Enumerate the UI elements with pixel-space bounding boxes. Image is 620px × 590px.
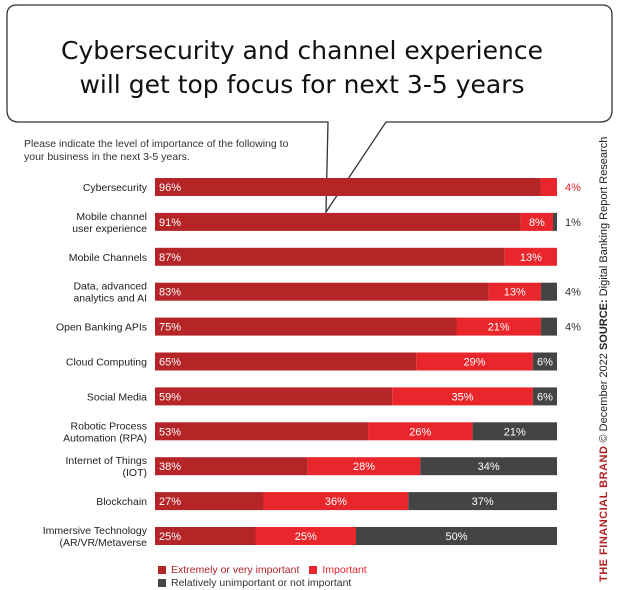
category-label: Mobile channel user experience <box>72 211 147 235</box>
data-label: 38% <box>159 461 181 473</box>
data-label: 4% <box>565 322 581 334</box>
category-label: Cloud Computing <box>66 357 147 369</box>
data-label: 1% <box>565 217 581 229</box>
data-label: 91% <box>159 217 181 229</box>
bar-segment <box>155 178 541 196</box>
bar-segment <box>520 212 553 231</box>
bar-segment <box>472 422 557 441</box>
bar-segment <box>368 422 473 441</box>
data-label: 21% <box>504 426 526 438</box>
data-label: 53% <box>159 426 181 438</box>
bar-segment <box>504 247 557 266</box>
chart-subtitle: Please indicate the level of importance … <box>24 138 344 164</box>
bar-segment <box>540 282 557 301</box>
bar-segment <box>155 492 264 511</box>
data-label: 87% <box>159 252 181 264</box>
legend-label-s2: Important <box>322 564 367 576</box>
category-label: Mobile Channels <box>69 252 147 264</box>
category-label: Social Media <box>87 391 147 403</box>
bar-segment <box>155 317 457 336</box>
bar-segment <box>408 492 557 511</box>
bar-segment <box>540 317 557 336</box>
legend-swatch-s3 <box>158 579 166 587</box>
bar-segment <box>532 352 557 371</box>
legend-label-s3: Relatively unimportant or not important <box>171 577 352 589</box>
bar-segment <box>356 527 557 545</box>
data-label: 29% <box>464 357 486 369</box>
bar-segment <box>155 457 308 476</box>
legend-row-1: Extremely or very important Important <box>158 564 377 576</box>
data-label: 21% <box>488 322 510 334</box>
source-text: Digital Banking Report Research <box>598 136 610 300</box>
data-label: 37% <box>472 496 494 508</box>
bar-segment <box>540 178 557 196</box>
category-label: Internet of Things (IOT) <box>65 455 147 479</box>
stacked-bar-chart: Cybersecurity 96% 4% Mobile channel user exp… <box>43 178 581 549</box>
bar-segment <box>155 527 256 545</box>
bar-segment <box>552 212 557 231</box>
bar-segment <box>155 212 521 231</box>
title-line-1: Cybersecurity and channel experience <box>61 36 543 65</box>
bar-segment <box>155 422 369 441</box>
data-label: 34% <box>478 461 500 473</box>
data-label: 8% <box>529 217 545 229</box>
bar-segment <box>488 282 541 301</box>
subtitle-line-2: your business in the next 3-5 years. <box>24 151 190 163</box>
bar-segment <box>392 387 533 406</box>
data-label: 13% <box>504 287 526 299</box>
category-label: Cybersecurity <box>83 182 148 194</box>
copyright-text: © December 2022 <box>598 350 610 446</box>
bar-segment <box>532 387 557 406</box>
legend-swatch-s1 <box>158 566 166 574</box>
bar-segment <box>263 492 409 511</box>
title-line-2: will get top focus for next 3-5 years <box>79 70 525 99</box>
data-label: 59% <box>159 391 181 403</box>
category-label: Data, advanced analytics and AI <box>73 281 147 305</box>
category-label: Open Banking APIs <box>56 322 147 334</box>
source-credit: THE FINANCIAL BRAND © December 2022 SOUR… <box>598 137 610 582</box>
brand-name: THE FINANCIAL BRAND <box>598 445 610 582</box>
speech-bubble <box>6 4 613 215</box>
data-label: 75% <box>159 322 181 334</box>
data-label: 65% <box>159 357 181 369</box>
category-label: Blockchain <box>96 496 147 508</box>
category-label: Robotic Process Automation (RPA) <box>63 420 147 444</box>
category-label: Immersive Technology (AR/VR/Metaverse <box>43 525 148 549</box>
source-label: SOURCE: <box>598 299 610 351</box>
data-label: 50% <box>445 531 467 543</box>
chart-title: Cybersecurity and channel experience wil… <box>22 34 582 102</box>
data-label: 4% <box>565 287 581 299</box>
bar-segment <box>155 352 417 371</box>
data-label: 13% <box>520 252 542 264</box>
data-label: 36% <box>325 496 347 508</box>
bar-segment <box>255 527 356 545</box>
data-label: 6% <box>537 357 553 369</box>
data-label: 28% <box>353 461 375 473</box>
legend-row-2: Relatively unimportant or not important <box>158 577 361 589</box>
data-label: 96% <box>159 182 181 194</box>
data-label: 25% <box>159 531 181 543</box>
bar-segment <box>416 352 533 371</box>
data-label: 4% <box>565 182 581 194</box>
data-label: 26% <box>409 426 431 438</box>
subtitle-line-1: Please indicate the level of importance … <box>24 138 289 150</box>
bar-segment <box>420 457 557 476</box>
bar-segment <box>155 247 505 266</box>
legend-label-s1: Extremely or very important <box>171 564 300 576</box>
data-label: 27% <box>159 496 181 508</box>
data-label: 25% <box>295 531 317 543</box>
bar-segment <box>155 387 393 406</box>
legend-swatch-s2 <box>309 566 318 574</box>
bar-segment <box>456 317 541 336</box>
data-label: 35% <box>452 391 474 403</box>
bar-segment <box>307 457 421 476</box>
bar-segment <box>155 282 489 301</box>
data-label: 83% <box>159 287 181 299</box>
data-label: 6% <box>537 391 553 403</box>
